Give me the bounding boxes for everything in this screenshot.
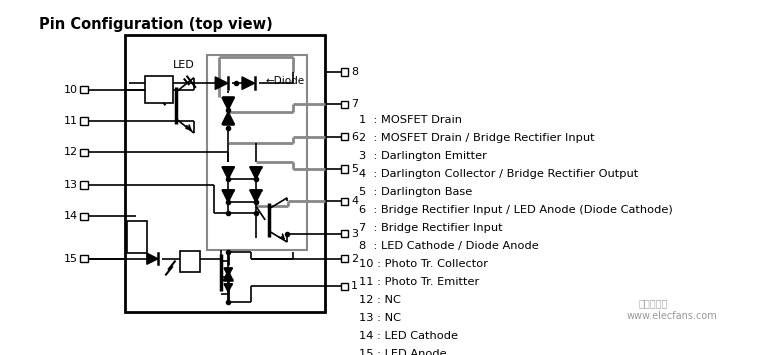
Text: 6: 6 [351, 132, 358, 142]
Polygon shape [222, 190, 235, 202]
Bar [80, 255, 88, 262]
Bar [80, 86, 88, 93]
Polygon shape [223, 271, 233, 280]
Bar [80, 118, 88, 125]
Bar [126, 221, 147, 253]
Text: 7  : Bridge Rectifier Input: 7 : Bridge Rectifier Input [360, 223, 503, 233]
Bar [341, 165, 348, 173]
Bar [341, 101, 348, 108]
Text: 11 : Photo Tr. Emitter: 11 : Photo Tr. Emitter [360, 277, 480, 287]
Polygon shape [250, 167, 262, 179]
Bar [180, 251, 201, 272]
Text: 13 : NC: 13 : NC [360, 313, 401, 323]
Polygon shape [250, 190, 262, 202]
Polygon shape [222, 98, 235, 110]
Text: 7: 7 [351, 99, 358, 109]
Bar [207, 55, 307, 250]
Bar [341, 198, 348, 205]
Text: 2  : MOSFET Drain / Bridge Rectifier Input: 2 : MOSFET Drain / Bridge Rectifier Inpu… [360, 133, 595, 143]
Text: 10 : Photo Tr. Collector: 10 : Photo Tr. Collector [360, 259, 488, 269]
Text: 5  : Darlington Base: 5 : Darlington Base [360, 187, 472, 197]
Text: 4  : Darlington Collector / Bridge Rectifier Output: 4 : Darlington Collector / Bridge Rectif… [360, 169, 639, 179]
Text: 1  : MOSFET Drain: 1 : MOSFET Drain [360, 115, 463, 125]
Text: 10: 10 [64, 84, 77, 95]
Text: 13: 13 [64, 180, 77, 190]
Text: 2: 2 [351, 254, 358, 264]
Polygon shape [224, 268, 232, 276]
Text: 8: 8 [351, 67, 358, 77]
Text: www.elecfans.com: www.elecfans.com [626, 311, 717, 321]
Text: 3  : Darlington Emitter: 3 : Darlington Emitter [360, 151, 488, 161]
Bar [341, 230, 348, 237]
Bar [80, 213, 88, 220]
Text: 11: 11 [64, 116, 77, 126]
Text: ←Diode: ←Diode [265, 76, 304, 86]
Text: 14 : LED Cathode: 14 : LED Cathode [360, 331, 459, 342]
Bar [80, 149, 88, 156]
Polygon shape [222, 112, 235, 124]
Bar [341, 255, 348, 262]
Bar [80, 181, 88, 189]
Text: 5: 5 [351, 164, 358, 174]
Text: Pin Configuration (top view): Pin Configuration (top view) [39, 17, 273, 32]
Text: 6  : Bridge Rectifier Input / LED Anode (Diode Cathode): 6 : Bridge Rectifier Input / LED Anode (… [360, 205, 673, 215]
Text: 1: 1 [351, 282, 358, 291]
Bar [341, 283, 348, 290]
Bar [125, 35, 326, 312]
Text: 12 : NC: 12 : NC [360, 295, 401, 305]
Text: 14: 14 [64, 211, 77, 221]
Bar [145, 76, 173, 104]
Text: 8  : LED Cathode / Diode Anode: 8 : LED Cathode / Diode Anode [360, 241, 539, 251]
Text: 电子发烧友: 电子发烧友 [639, 298, 668, 308]
Text: 12: 12 [64, 147, 77, 158]
Polygon shape [224, 284, 232, 292]
Polygon shape [147, 253, 158, 264]
Polygon shape [222, 167, 235, 179]
Polygon shape [215, 77, 228, 89]
Text: 15: 15 [64, 254, 77, 264]
Text: 15 : LED Anode: 15 : LED Anode [360, 349, 447, 355]
Text: 3: 3 [351, 229, 358, 239]
Bar [341, 133, 348, 141]
Text: 4: 4 [351, 196, 358, 207]
Text: LED: LED [173, 60, 195, 70]
Bar [341, 69, 348, 76]
Polygon shape [242, 77, 254, 89]
